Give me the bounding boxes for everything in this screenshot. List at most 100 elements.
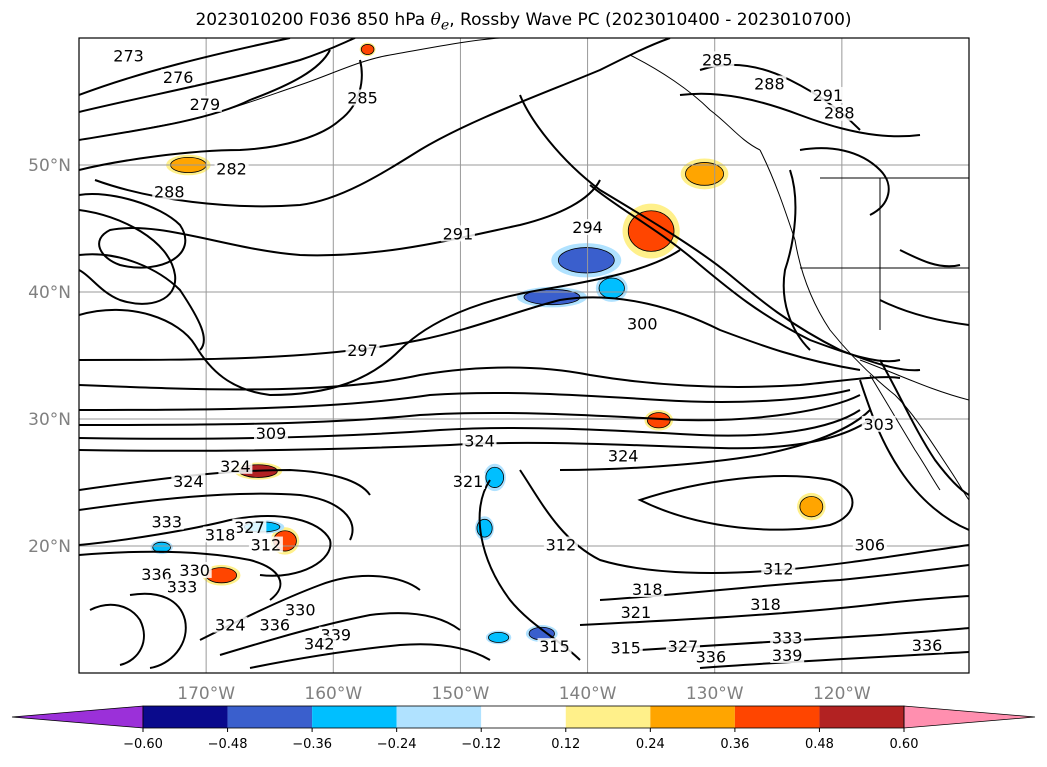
contour-line	[679, 92, 921, 138]
title-prefix: 2023010200 F036 850 hPa	[195, 10, 431, 30]
colorbar-frame	[142, 705, 905, 729]
lon-tick-label: 140°W	[559, 684, 617, 704]
contour-label: 324	[464, 431, 495, 450]
contour-line	[599, 564, 969, 601]
contour-label-backdrop	[345, 342, 380, 359]
pc-positive-patch	[360, 43, 375, 55]
longitude-labels: 170°W 160°W 150°W 140°W 130°W 120°W	[177, 684, 871, 704]
pc-negative-patch	[557, 247, 615, 274]
contour-label: 291	[813, 86, 844, 105]
coastline-alaska	[79, 38, 501, 141]
contour-label: 336	[141, 565, 172, 584]
contour-line	[79, 492, 354, 541]
contour-label: 324	[608, 447, 639, 466]
colorbar-bin	[819, 706, 904, 728]
contour-label: 273	[113, 47, 144, 66]
contour-label: 312	[763, 560, 794, 579]
contour-label-backdrop	[161, 69, 196, 86]
colorbar-tick-label: 0.48	[805, 737, 834, 752]
colorbar-tick-label: 0.60	[890, 737, 919, 752]
latitude-labels: 50°N 40°N 30°N 20°N	[28, 156, 71, 557]
colorbar-bin	[143, 706, 228, 728]
contour-label: 312	[251, 536, 282, 555]
contour-line	[699, 651, 969, 669]
contour-label: 327	[668, 637, 699, 656]
contour-label: 330	[179, 561, 210, 580]
contour-line	[79, 253, 205, 351]
lon-tick-label: 130°W	[686, 684, 744, 704]
contour-label-backdrop	[462, 432, 497, 449]
contour-label-backdrop	[543, 536, 578, 553]
colorbar-bin	[312, 706, 397, 728]
contour-label: 309	[256, 424, 287, 443]
contour-label-backdrop	[606, 447, 641, 464]
contour-label-backdrop	[570, 219, 605, 236]
contour-label: 336	[696, 647, 727, 666]
contour-label: 327	[234, 518, 265, 537]
map-title: 2023010200 F036 850 hPa θe, Rossby Wave …	[0, 10, 1047, 33]
lat-lon-gridlines	[79, 38, 969, 673]
contour-label-backdrop	[748, 596, 783, 613]
colorbar-tick-label: 0.36	[720, 737, 749, 752]
contour-label-backdrop	[345, 89, 380, 106]
contour-line	[79, 409, 861, 440]
contour-line	[79, 515, 332, 577]
colorbar-high-extension	[903, 705, 1036, 729]
contour-line	[94, 38, 671, 208]
contour-line	[79, 419, 871, 452]
contour-label-backdrop	[630, 580, 665, 597]
coastlines	[79, 38, 969, 501]
colorbar-bin	[227, 706, 313, 728]
contour-label: 333	[167, 577, 198, 596]
title-variable-symbol: θe	[431, 10, 450, 34]
contour-line	[129, 592, 187, 669]
contour-label-backdrop	[861, 415, 896, 432]
colorbar-bin	[481, 706, 566, 728]
colorbar-bin	[396, 706, 482, 728]
contour-label-backdrop	[608, 639, 643, 656]
contour-label: 318	[632, 580, 663, 599]
contour-label-backdrop	[770, 629, 805, 646]
coastline-alaska-panhandle	[629, 54, 761, 151]
lon-tick-label: 120°W	[813, 684, 871, 704]
contour-label-backdrop	[248, 536, 283, 553]
contour-line	[859, 379, 969, 531]
contour-line	[799, 147, 890, 216]
contour-label: 336	[912, 636, 943, 655]
contour-line	[637, 475, 854, 531]
contour-label: 342	[304, 635, 335, 654]
contour-line	[879, 299, 969, 326]
colorbar-tick-label: −0.12	[461, 737, 501, 752]
contour-label: 297	[347, 341, 378, 360]
map-frame	[78, 37, 970, 674]
contour-line	[782, 169, 811, 351]
contour-label: 306	[855, 536, 886, 555]
contour-label-backdrop	[164, 578, 199, 595]
contour-label-backdrop	[852, 536, 887, 553]
contour-label-backdrop	[177, 561, 212, 578]
colorbar-tick-label: −0.24	[377, 737, 417, 752]
contour-label-backdrop	[257, 616, 292, 633]
contour-line	[79, 209, 177, 305]
pc-positive-patch	[799, 496, 824, 518]
contour-label-backdrop	[253, 424, 288, 441]
contour-label: 321	[621, 603, 652, 622]
contour-label-backdrop	[625, 315, 660, 332]
contour-line	[79, 550, 282, 601]
lon-tick-label: 150°W	[432, 684, 490, 704]
contour-line	[639, 627, 969, 651]
title-subscript: e	[440, 17, 450, 34]
contour-line	[219, 612, 461, 656]
contour-line	[79, 296, 861, 371]
lon-tick-label: 160°W	[304, 684, 362, 704]
contour-label-backdrop	[203, 526, 238, 543]
contour-label: 294	[572, 218, 603, 237]
contour-label: 315	[610, 638, 641, 657]
colorbar-tick-label: −0.36	[292, 737, 332, 752]
contour-label-backdrop	[213, 616, 248, 633]
contour-label: 324	[173, 472, 204, 491]
contour-label-backdrop	[302, 635, 337, 652]
contour-label-backdrop	[537, 638, 572, 655]
contour-label: 288	[824, 104, 855, 123]
